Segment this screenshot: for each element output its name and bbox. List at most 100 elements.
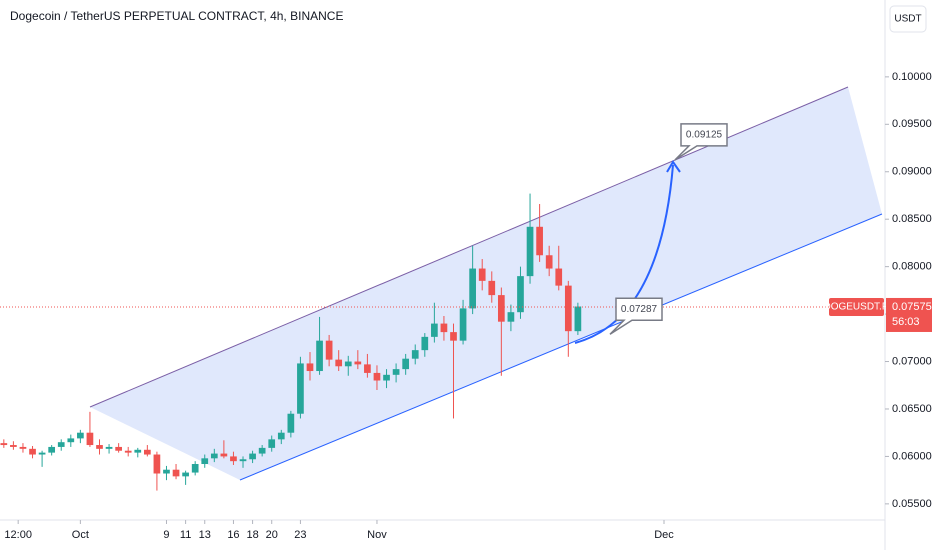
candle-body [564,285,572,332]
candle-body [172,469,180,477]
candle-body [488,280,496,296]
candle-body [134,449,142,453]
candle-body [344,361,352,367]
y-tick-label: 0.05500 [892,498,932,510]
currency-button[interactable] [889,5,927,33]
y-tick-label: 0.07000 [892,355,932,367]
symbol-tag [829,297,884,316]
y-tick-label: 0.06000 [892,450,932,462]
candle-body [210,453,218,459]
candle-body [258,447,266,454]
candle-body [153,454,161,474]
callout [609,297,663,335]
candle-body [19,446,27,449]
candle-body [526,226,534,277]
candle-body [411,350,419,359]
candle-body [124,450,132,453]
candle-body [297,363,304,414]
candle-body [163,469,170,474]
candle-body [249,453,256,460]
candle-body [48,446,56,453]
candle-body [220,453,228,457]
candle-body [440,323,448,333]
candle-body [316,340,323,372]
y-tick-label: 0.09500 [892,118,932,130]
candle-body [191,464,199,473]
candle-body [0,443,8,446]
plot [0,193,582,491]
candle-body [555,268,563,286]
candle-body [239,459,247,462]
x-tick-label: Oct [72,529,89,541]
y-tick-label: 0.10000 [892,71,932,83]
projection-arrow [574,164,674,344]
chart-title: Dogecoin / TetherUS PERPETUAL CONTRACT, … [10,9,343,23]
currency-label[interactable]: USDT [894,14,921,25]
candle-body [354,361,362,365]
x-tick-label: 11 [180,529,191,541]
candle-body [143,449,151,455]
candle-body [29,448,36,455]
last-price-tag [886,297,932,332]
candle-body [325,340,333,360]
y-tick-label: 0.08500 [892,213,932,225]
candle-body [201,458,209,465]
callout-label: 0.07287 [621,304,658,315]
candle-body [182,472,189,477]
candle-body [478,268,486,281]
candle-body [383,374,390,381]
candle-body [392,369,400,375]
candle-body [536,226,543,256]
x-tick-label: 18 [246,529,258,541]
candle-body [517,276,524,313]
last-price-label: 0.07575 [892,301,932,313]
x-tick-label: Dec [654,529,674,541]
candle-body [450,332,457,341]
candle-body [459,308,467,341]
channel-fill [90,87,882,480]
candle-body [38,452,46,455]
y-tick-label: 0.06500 [892,403,932,415]
x-tick-label: 23 [294,529,306,541]
candle-body [497,295,505,322]
candle-body [335,359,343,367]
candle-body [421,336,429,351]
channel-lower [239,213,883,481]
candle-body [545,255,553,269]
callout-label: 0.09125 [686,130,723,141]
candle-body [77,432,84,439]
countdown-label: 56:03 [892,316,920,328]
candle-body [507,312,515,322]
candle-body [86,432,94,446]
candle-body [105,446,113,449]
candle-body [96,445,103,449]
candle-body [402,358,410,370]
candle-body [230,456,237,462]
arrow-head [666,160,681,173]
candle-body [431,323,438,337]
candle-body [469,268,476,309]
y-tick-label: 0.09000 [892,166,932,178]
x-tick-label: 16 [227,529,239,541]
y-tick-label: 0.08000 [892,261,932,273]
x-tick-label: 20 [266,529,278,541]
candle-body [373,372,381,381]
candle-body [10,445,17,447]
candle-body [306,363,314,372]
x-tick-label: 13 [199,529,211,541]
symbol-label: DOGEUSDT.P [823,302,888,313]
candle-body [277,432,285,440]
x-tick-label: Nov [367,529,387,541]
candle-body [57,442,65,447]
candle-body [287,413,295,433]
callout [674,123,728,161]
x-tick-label: 12:00 [4,529,32,541]
candle-body [115,446,122,451]
candle-body [574,306,582,332]
x-tick-label: 9 [163,529,169,541]
candle-body [364,364,371,373]
candle-body [67,438,75,443]
candle-body [268,439,276,448]
